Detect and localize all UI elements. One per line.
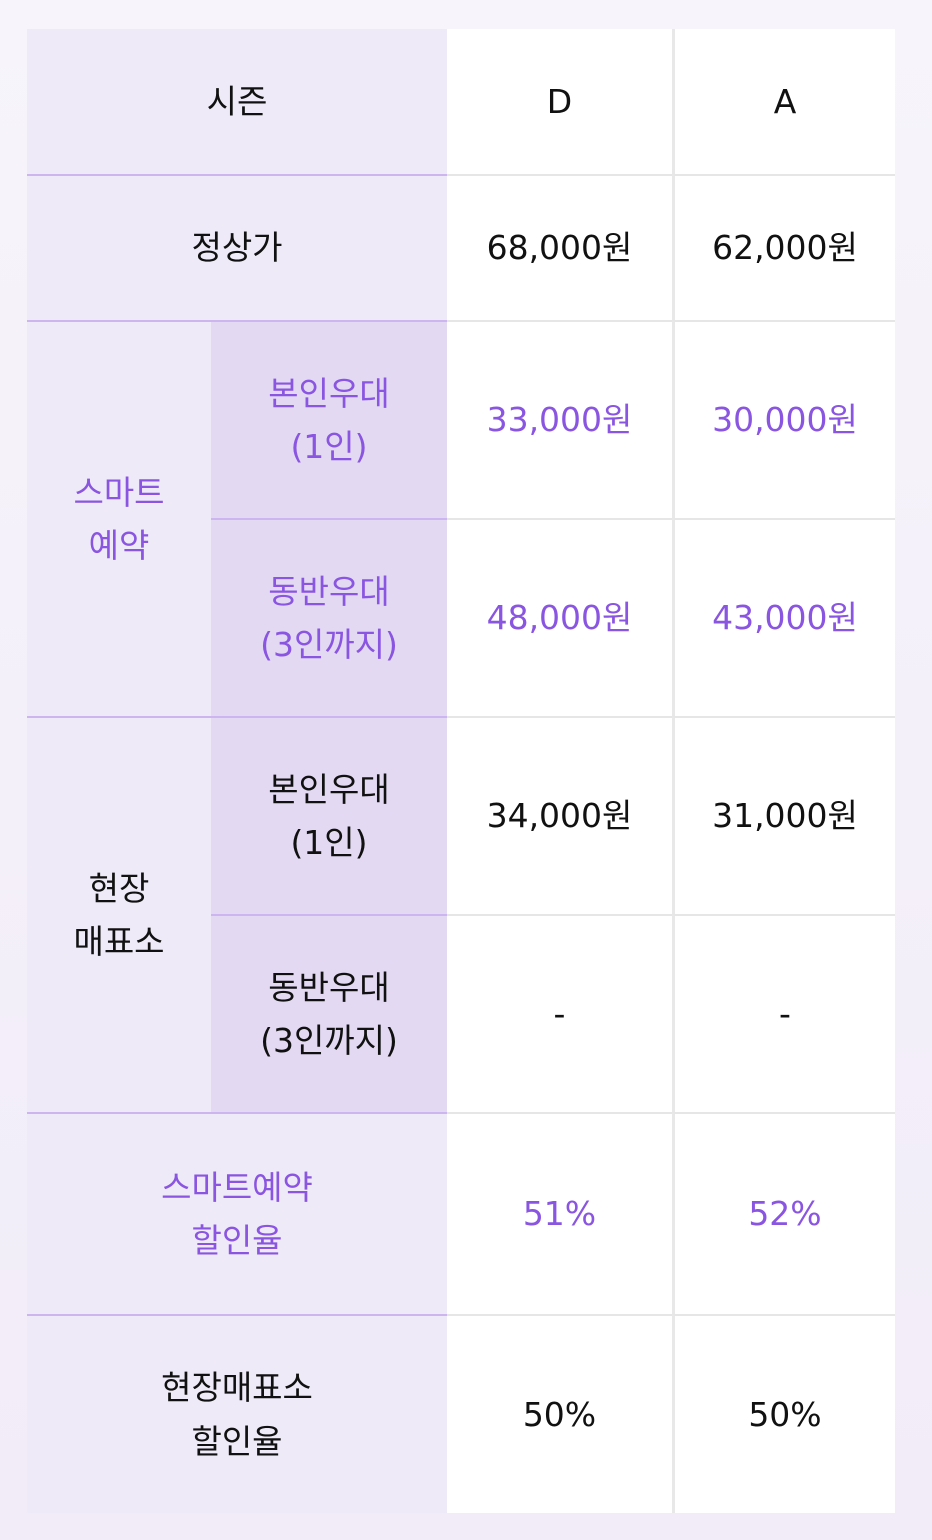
onsite-companion-price-a: - xyxy=(672,914,895,1112)
smart-discount-a: 52% xyxy=(672,1112,895,1314)
season-a-header: A xyxy=(672,29,895,174)
regular-price-d: 68,000원 xyxy=(447,174,672,320)
onsite-companion-price-d: - xyxy=(447,914,672,1112)
onsite-companion-label: 동반우대 (3인까지) xyxy=(211,914,447,1112)
smart-discount-label: 스마트예약 할인율 xyxy=(27,1112,447,1314)
regular-price-label: 정상가 xyxy=(27,174,447,320)
price-table: 시즌 D A 정상가 68,000원 62,000원 스마트 예약 본인우대 (… xyxy=(27,29,895,1513)
smart-companion-price-a: 43,000원 xyxy=(672,518,895,716)
onsite-self-price-d: 34,000원 xyxy=(447,716,672,914)
onsite-self-price-a: 31,000원 xyxy=(672,716,895,914)
onsite-office-label: 현장 매표소 xyxy=(27,716,211,1112)
smart-self-price-a: 30,000원 xyxy=(672,320,895,518)
smart-self-label: 본인우대 (1인) xyxy=(211,320,447,518)
onsite-discount-a: 50% xyxy=(672,1314,895,1513)
smart-discount-d: 51% xyxy=(447,1112,672,1314)
regular-price-a: 62,000원 xyxy=(672,174,895,320)
season-d-header: D xyxy=(447,29,672,174)
smart-self-price-d: 33,000원 xyxy=(447,320,672,518)
onsite-discount-d: 50% xyxy=(447,1314,672,1513)
smart-reservation-label: 스마트 예약 xyxy=(27,320,211,716)
season-header: 시즌 xyxy=(27,29,447,174)
onsite-discount-label: 현장매표소 할인율 xyxy=(27,1314,447,1513)
onsite-self-label: 본인우대 (1인) xyxy=(211,716,447,914)
smart-companion-price-d: 48,000원 xyxy=(447,518,672,716)
smart-companion-label: 동반우대 (3인까지) xyxy=(211,518,447,716)
